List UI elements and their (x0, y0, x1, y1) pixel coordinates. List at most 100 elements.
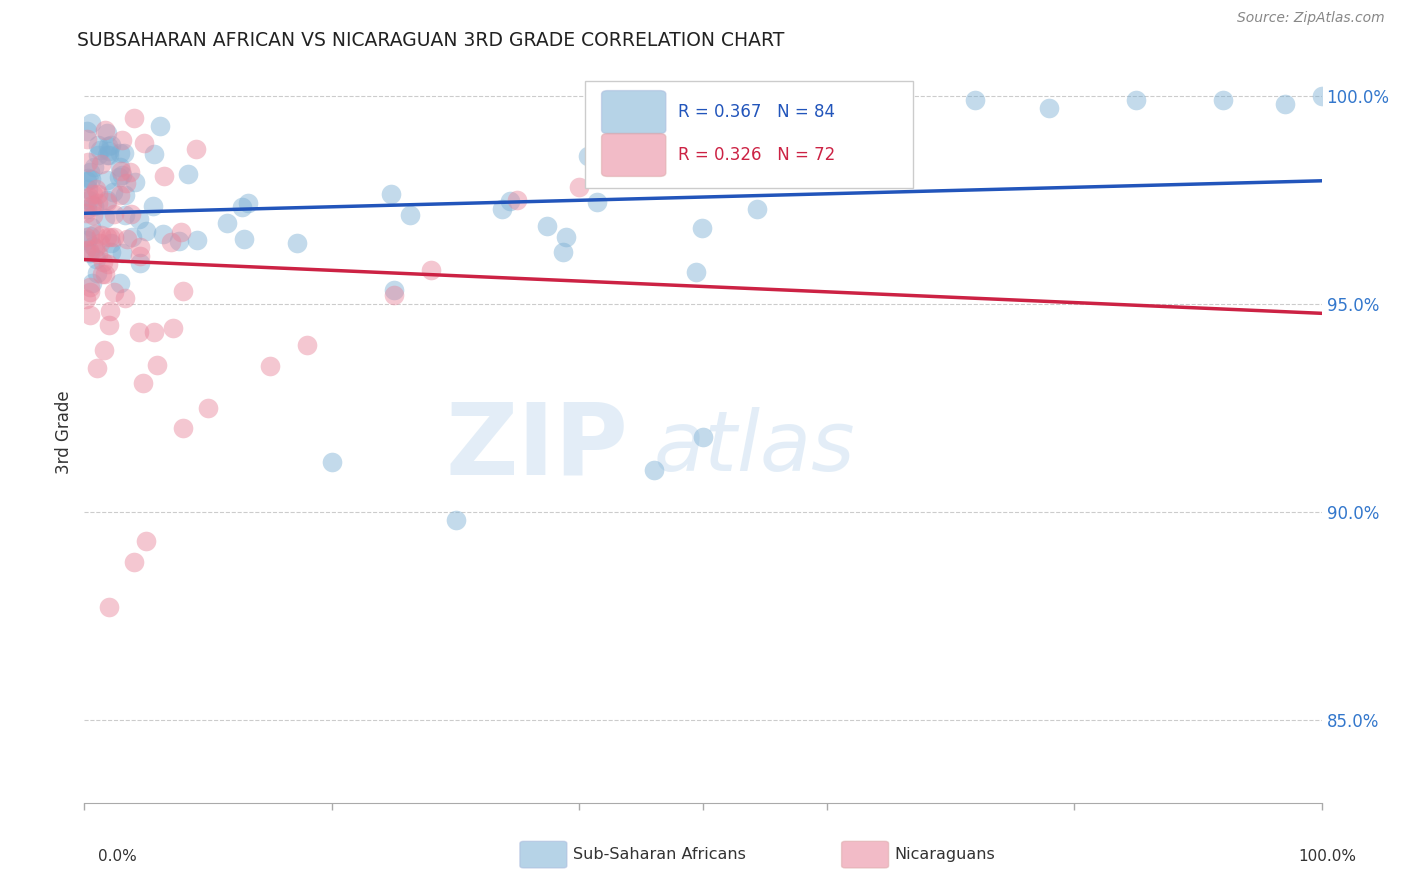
Point (91, 267, 114, 281)
Point (100, 236, 122, 251)
Point (129, 249, 152, 263)
Point (77, 193, 100, 207)
Point (79, 165, 101, 179)
Point (79, 308, 101, 322)
Point (1125, 93, 1147, 107)
Point (82, 276, 104, 290)
Text: Sub-Saharan Africans: Sub-Saharan Africans (574, 847, 747, 863)
Point (568, 180, 591, 194)
Point (382, 288, 405, 302)
Point (167, 234, 190, 248)
Point (233, 232, 256, 246)
Point (692, 430, 714, 444)
Point (83, 227, 105, 242)
Point (142, 199, 165, 213)
Point (79, 279, 101, 293)
Point (84, 241, 107, 255)
Point (111, 168, 134, 182)
Point (142, 146, 165, 161)
Point (83, 199, 105, 213)
Point (76, 202, 98, 217)
Point (101, 185, 124, 199)
Point (295, 338, 318, 352)
Point (98, 303, 121, 318)
Point (120, 165, 142, 179)
Point (96, 194, 118, 209)
Point (114, 291, 136, 305)
Point (98, 144, 121, 158)
Point (285, 236, 308, 251)
Point (122, 111, 145, 125)
Point (80, 219, 103, 234)
Point (96, 230, 118, 244)
Point (135, 533, 157, 548)
Point (94, 268, 117, 282)
Text: Nicaraguans: Nicaraguans (894, 847, 995, 863)
Point (1274, 97, 1296, 112)
Point (145, 358, 167, 372)
Point (76, 182, 98, 196)
Point (86, 360, 108, 375)
Point (84, 252, 107, 266)
Point (87, 137, 110, 152)
Point (112, 145, 135, 160)
Point (90, 156, 112, 170)
Point (1212, 93, 1234, 107)
Point (82, 209, 104, 223)
Point (124, 175, 146, 189)
Point (79, 285, 101, 300)
Point (419, 263, 441, 277)
Point (100, 245, 122, 260)
Point (84, 182, 107, 196)
Point (172, 284, 194, 298)
Point (114, 188, 136, 202)
Point (177, 167, 200, 181)
Point (76, 124, 98, 138)
Point (236, 195, 259, 210)
Point (1310, 88, 1333, 103)
Point (170, 225, 193, 239)
Point (121, 229, 143, 244)
Point (103, 230, 125, 244)
Point (498, 194, 520, 209)
Text: ZIP: ZIP (446, 399, 628, 496)
Point (75, 292, 97, 306)
Point (382, 284, 405, 298)
Point (128, 326, 150, 340)
Point (186, 142, 208, 156)
Point (143, 325, 166, 339)
Point (96, 147, 118, 161)
Point (643, 463, 665, 477)
Point (87, 247, 110, 261)
Point (77, 190, 100, 204)
Point (91, 254, 114, 268)
Point (197, 401, 219, 415)
Text: R = 0.367   N = 84: R = 0.367 N = 84 (678, 103, 835, 121)
Point (76, 171, 98, 186)
Point (90, 228, 112, 243)
Text: 100.0%: 100.0% (1299, 849, 1357, 863)
Point (553, 244, 575, 259)
Point (97, 147, 120, 161)
Point (94, 211, 117, 226)
Point (115, 176, 138, 190)
Point (76, 132, 98, 146)
Text: 0.0%: 0.0% (98, 849, 138, 863)
Point (111, 245, 134, 260)
FancyBboxPatch shape (602, 91, 666, 134)
Point (120, 207, 142, 221)
Point (690, 220, 713, 235)
Point (76, 233, 98, 247)
Point (149, 119, 172, 133)
Point (162, 321, 184, 335)
Point (96, 126, 118, 140)
Point (100, 230, 122, 244)
Point (122, 555, 145, 569)
Point (87, 187, 110, 202)
Point (399, 208, 422, 222)
Point (87, 148, 110, 162)
Point (82, 187, 104, 202)
Point (128, 256, 150, 270)
FancyBboxPatch shape (842, 841, 889, 868)
Point (132, 136, 155, 151)
